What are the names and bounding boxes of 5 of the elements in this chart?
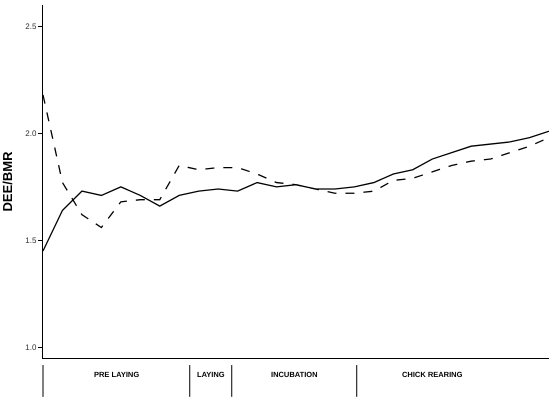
y-tick-label: 2.5 [25, 22, 37, 32]
y-tick-label: 1.0 [25, 343, 37, 352]
y-axis-title: DEE/BMR [0, 150, 15, 212]
y-tick-label: 1.5 [25, 236, 37, 246]
y-tick-label: 2.0 [25, 129, 37, 138]
